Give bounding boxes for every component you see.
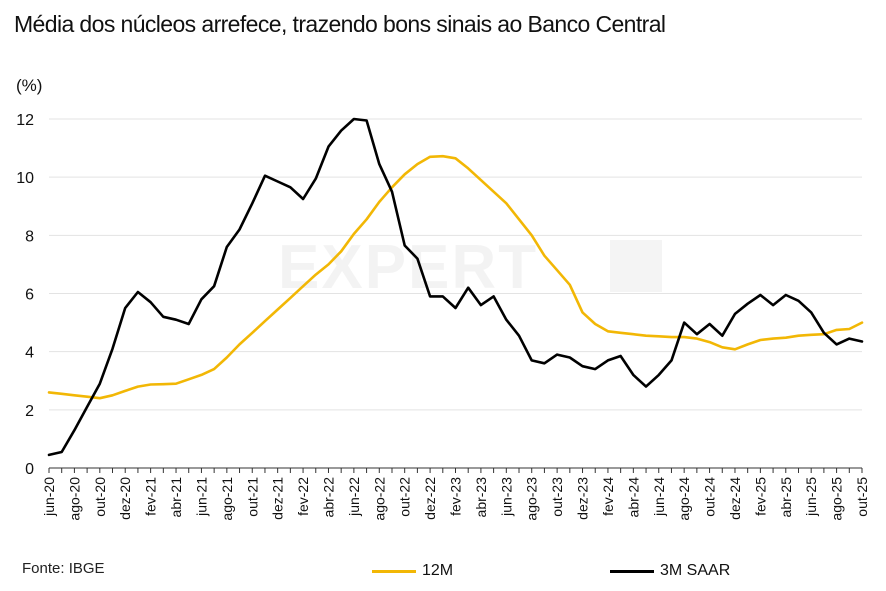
x-tick-label: abr-25 (778, 477, 794, 518)
x-axis: jun-20 ago-20 out-20 dez-20 fev-21 abr-21 jun-… (41, 467, 870, 521)
x-tick-label: fev-22 (295, 477, 311, 516)
x-tick-label: ago-21 (219, 477, 235, 521)
legend-swatch-12m (372, 569, 416, 573)
chart-title: Média dos núcleos arrefece, trazendo bon… (14, 11, 666, 37)
x-tick-label: ago-20 (66, 477, 82, 521)
legend-item-3m-saar: 3M SAAR (610, 562, 730, 580)
x-tick-label: out-22 (397, 477, 413, 517)
legend-label-12m: 12M (422, 562, 454, 579)
x-tick-label: ago-24 (676, 477, 692, 521)
x-tick-label: ago-25 (829, 477, 845, 521)
x-tick-label: out-25 (854, 477, 870, 517)
series-line-12m (47, 154, 864, 400)
x-tick-label: dez-23 (575, 477, 591, 520)
watermark-text: EXPERT (278, 233, 538, 302)
x-tick-label: out-23 (549, 477, 565, 517)
y-tick-label: 12 (16, 112, 34, 129)
x-tick-label: out-20 (92, 477, 108, 517)
legend-label-3m-saar: 3M SAAR (660, 562, 731, 579)
x-tick-label: fev-21 (143, 477, 159, 516)
y-tick-label: 0 (25, 461, 34, 478)
x-tick-label: abr-24 (625, 477, 641, 518)
x-tick-label: fev-25 (752, 477, 768, 516)
legend-item-12m: 12M (372, 562, 453, 580)
x-tick-label: dez-24 (727, 477, 743, 520)
x-tick-label: dez-21 (270, 477, 286, 520)
x-tick-label: jun-20 (41, 477, 57, 517)
y-tick-label: 6 (25, 287, 34, 304)
x-tick-label: abr-21 (168, 477, 184, 518)
y-tick-label: 8 (25, 228, 34, 245)
y-axis-unit: (%) (16, 76, 43, 95)
source-note: Fonte: IBGE (22, 560, 105, 577)
x-tick-label: jun-23 (498, 477, 514, 517)
x-tick-label: abr-22 (320, 477, 336, 518)
x-tick-label: jun-24 (651, 477, 667, 517)
series-line-3m-saar (47, 117, 864, 457)
legend-swatch-3m-saar (610, 569, 654, 573)
y-tick-label: 10 (16, 170, 34, 187)
x-tick-label: out-21 (244, 477, 260, 517)
x-tick-label: jun-22 (346, 477, 362, 517)
y-tick-label: 2 (25, 403, 34, 420)
x-tick-label: ago-23 (524, 477, 540, 521)
watermark-logo (610, 240, 662, 292)
x-tick-label: jun-25 (803, 477, 819, 517)
y-axis-ticks: 0 2 4 6 8 10 12 (16, 112, 34, 478)
x-tick-label: out-24 (702, 477, 718, 517)
y-tick-label: 4 (25, 345, 34, 362)
x-tick-label: dez-20 (117, 477, 133, 520)
x-tick-label: dez-22 (422, 477, 438, 520)
x-tick-label: jun-21 (193, 477, 209, 517)
watermark: EXPERT (278, 232, 538, 303)
x-tick-label: ago-22 (371, 477, 387, 521)
x-tick-label: abr-23 (473, 477, 489, 518)
gridlines (49, 118, 862, 411)
series-lines (47, 117, 864, 457)
x-tick-label: fev-23 (448, 477, 464, 516)
x-tick-label: fev-24 (600, 477, 616, 516)
